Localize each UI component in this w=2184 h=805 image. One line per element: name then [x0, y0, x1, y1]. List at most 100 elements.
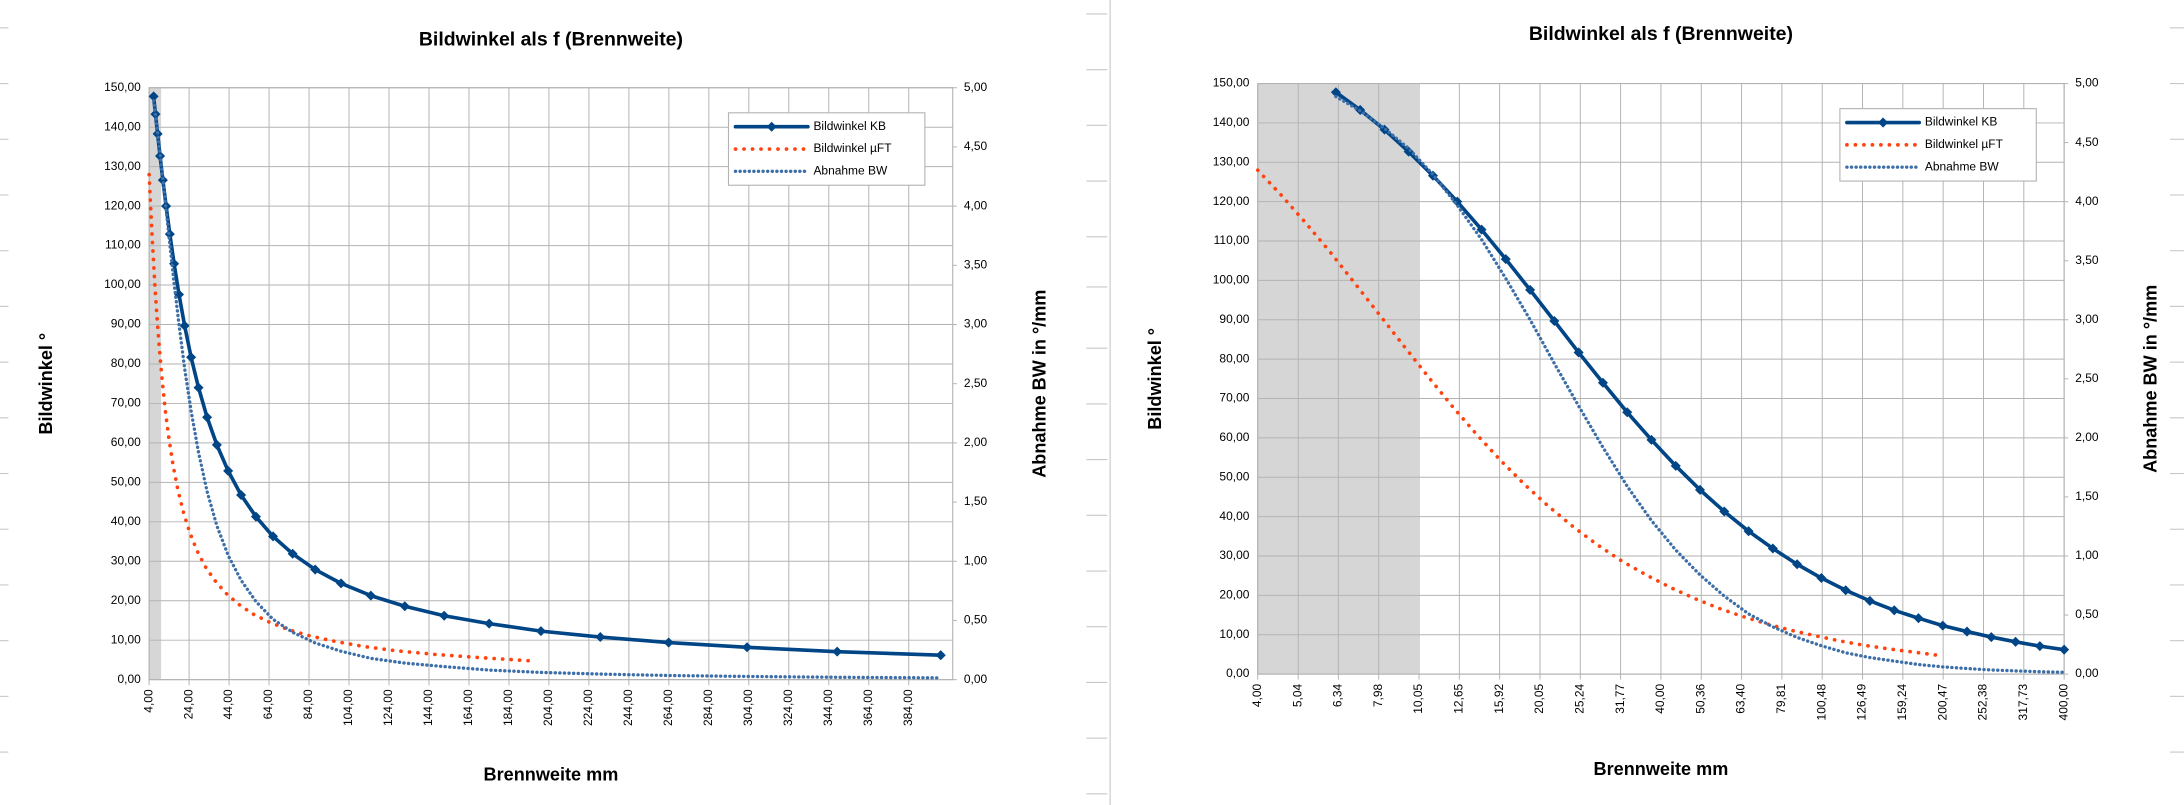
y-tick-label: 140,00: [104, 119, 141, 133]
x-tick-label: 44,00: [221, 689, 235, 719]
y2-tick-label: 0,50: [2075, 607, 2099, 621]
data-marker: [1694, 484, 1706, 495]
data-marker: [1622, 407, 1633, 418]
legend-label: Bildwinkel µFT: [1925, 137, 2004, 151]
highlight-band: [149, 87, 162, 680]
x-tick-label: 100,48: [1814, 683, 1828, 720]
x-tick-label: 50,36: [1693, 683, 1707, 713]
y-tick-label: 110,00: [1214, 233, 1250, 247]
x-tick-label: 252,38: [1976, 683, 1990, 720]
data-marker: [399, 601, 410, 612]
y2-tick-label: 1,00: [964, 553, 988, 567]
x-tick-label: 284,00: [701, 689, 715, 726]
x-tick-label: 4,00: [141, 689, 155, 713]
y2-tick-label: 2,50: [964, 376, 988, 390]
y-tick-label: 150,00: [1213, 76, 1250, 90]
y2-axis-title: Abnahme BW in °/mm: [2141, 285, 2161, 473]
legend-label: Bildwinkel KB: [813, 119, 886, 133]
x-tick-label: 344,00: [821, 689, 835, 726]
x-tick-label: 24,00: [181, 689, 195, 719]
y-tick-label: 20,00: [1219, 588, 1249, 602]
x-tick-label: 5,04: [1290, 683, 1304, 707]
legend-marker: [766, 121, 777, 132]
y2-tick-label: 5,00: [964, 80, 988, 94]
y-tick-label: 130,00: [104, 159, 141, 173]
y-tick-label: 50,00: [1219, 469, 1249, 483]
data-marker: [223, 465, 234, 476]
y-tick-label: 0,00: [1226, 666, 1250, 680]
y2-tick-label: 1,50: [964, 494, 988, 508]
data-marker: [1767, 543, 1778, 554]
y-tick-label: 20,00: [111, 593, 141, 607]
y2-tick-label: 2,00: [2075, 430, 2099, 444]
data-marker: [250, 511, 261, 522]
x-tick-label: 25,24: [1572, 683, 1586, 713]
y2-tick-label: 0,00: [964, 672, 988, 686]
data-marker: [1670, 460, 1681, 471]
y-axis-title: Bildwinkel °: [1145, 328, 1165, 430]
data-marker: [310, 564, 321, 575]
y-tick-label: 0,00: [117, 672, 141, 686]
x-tick-label: 40,00: [1653, 683, 1667, 713]
data-marker: [1549, 315, 1560, 326]
y2-axis-title: Abnahme BW in °/mm: [1029, 290, 1049, 478]
y2-tick-label: 3,50: [2075, 253, 2099, 267]
x-tick-label: 12,65: [1452, 683, 1466, 713]
series-line: [1334, 94, 2066, 674]
y-tick-label: 90,00: [111, 317, 141, 331]
y-tick-label: 90,00: [1219, 312, 1249, 326]
x-tick-label: 204,00: [541, 689, 555, 726]
data-marker: [2010, 636, 2021, 647]
y2-tick-label: 1,00: [2075, 548, 2099, 562]
data-marker: [1427, 170, 1438, 181]
y2-tick-label: 2,00: [964, 435, 988, 449]
x-tick-label: 200,47: [1935, 683, 1949, 720]
y-tick-label: 80,00: [111, 356, 141, 370]
data-marker: [595, 632, 606, 643]
x-tick-label: 159,24: [1895, 683, 1909, 720]
chart: Bildwinkel als f (Brennweite) Brennweite …: [1145, 23, 2161, 779]
x-tick-label: 264,00: [661, 689, 675, 726]
y2-tick-label: 2,50: [2075, 371, 2099, 385]
chart-title: Bildwinkel als f (Brennweite): [1529, 23, 1793, 45]
y-tick-label: 130,00: [1213, 154, 1250, 168]
data-marker: [179, 320, 190, 331]
x-tick-label: 304,00: [741, 689, 755, 726]
data-marker: [1986, 632, 1997, 643]
chart: Bildwinkel als f (Brennweite) Brennweite …: [36, 29, 1049, 785]
data-marker: [1330, 87, 1341, 98]
x-axis-title: Brennweite mm: [484, 765, 619, 785]
x-tick-label: 126,49: [1855, 683, 1869, 720]
y2-tick-label: 3,00: [2075, 312, 2099, 326]
y-tick-label: 110,00: [105, 238, 141, 252]
chart-title: Bildwinkel als f (Brennweite): [419, 29, 683, 51]
x-tick-label: 224,00: [581, 689, 595, 726]
x-axis-title: Brennweite mm: [1594, 759, 1729, 779]
y-tick-label: 40,00: [1219, 509, 1249, 523]
data-marker: [1792, 559, 1803, 570]
y-tick-label: 100,00: [104, 277, 141, 291]
legend-label: Abnahme BW: [1925, 159, 2000, 173]
x-tick-label: 124,00: [381, 689, 395, 726]
y2-tick-label: 3,00: [964, 317, 988, 331]
y-axis-title: Bildwinkel °: [36, 333, 56, 435]
plot-frame: [148, 87, 954, 681]
x-tick-label: 324,00: [781, 689, 795, 726]
data-marker: [336, 578, 347, 589]
plot-frame: [1257, 83, 2065, 675]
x-tick-label: 184,00: [501, 689, 515, 726]
y-tick-label: 150,00: [104, 80, 141, 94]
series-line: [151, 99, 943, 680]
y-tick-label: 120,00: [1213, 194, 1250, 208]
data-marker: [1573, 347, 1584, 358]
x-tick-label: 364,00: [861, 689, 875, 726]
y-tick-label: 140,00: [1213, 115, 1250, 129]
y-tick-label: 40,00: [111, 514, 141, 528]
x-tick-label: 164,00: [461, 689, 475, 726]
x-tick-label: 400,00: [2056, 683, 2070, 720]
x-tick-label: 63,40: [1734, 683, 1748, 713]
data-marker: [365, 590, 376, 601]
x-tick-label: 31,77: [1613, 683, 1627, 713]
